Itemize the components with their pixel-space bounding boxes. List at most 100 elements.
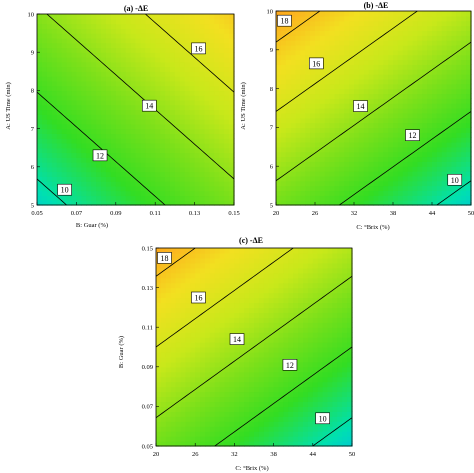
heatmap-cell [160,195,166,201]
heatmap-cell [368,195,375,201]
heatmap-cell [456,200,462,206]
heatmap-cell [244,401,250,407]
heatmap-cell [322,381,329,388]
heatmap-cell [184,190,191,197]
heatmap-cell [156,322,162,328]
heatmap-cell [249,411,255,417]
heatmap-cell [258,421,265,427]
heatmap-cell [436,161,443,167]
heatmap-cell [130,123,137,130]
heatmap-cell [66,52,73,58]
heatmap-cell [244,322,250,328]
heatmap-cell [150,190,156,197]
heatmap-cell [276,40,282,46]
heatmap-cell [432,20,438,27]
heatmap-cell [41,52,48,58]
heatmap-cell [441,20,448,27]
heatmap-cell [184,80,191,87]
heatmap-cell [165,42,171,49]
heatmap-cell [329,175,336,182]
heatmap-cell [317,376,324,383]
heatmap-cell [239,376,245,383]
heatmap-cell [214,28,220,34]
heatmap-cell [327,421,333,427]
heatmap-cell [209,371,216,378]
heatmap-cell [388,112,394,119]
heatmap-cell [337,421,343,427]
heatmap-cell [179,166,186,173]
heatmap-cell [76,33,82,39]
heatmap-cell [184,147,191,154]
heatmap-cell [214,85,220,92]
heatmap-cell [229,401,235,407]
heatmap-cell [315,185,321,192]
heatmap-cell [432,11,438,17]
heatmap-cell [427,137,433,143]
contour-label: 16 [191,42,206,55]
heatmap-cell [339,185,345,192]
heatmap-cell [219,332,226,338]
heatmap-cell [402,64,409,70]
heatmap-cell [293,292,299,299]
heatmap-cell [332,386,338,393]
heatmap-cell [436,190,443,196]
heatmap-cell [239,361,245,368]
heatmap-cell [234,287,240,294]
heatmap-cell [249,287,255,294]
contour-line-18 [276,11,321,43]
contour-label-text: 10 [61,186,69,195]
heatmap-cell [368,20,375,27]
heatmap-cell [349,117,355,124]
heatmap-cell [273,411,280,417]
heatmap-cell [339,103,345,109]
heatmap-cell [388,20,394,27]
heatmap-cell [125,99,132,106]
heatmap-cell [263,287,270,294]
heatmap-cell [156,302,162,308]
heatmap-cell [200,441,206,447]
heatmap-cell [204,171,210,177]
heatmap-cell [219,157,225,163]
heatmap-cell [150,47,156,53]
heatmap-cell [175,431,182,437]
heatmap-cell [110,56,117,63]
heatmap-cell [349,171,355,177]
heatmap-cell [214,104,220,111]
heatmap-cell [254,371,260,378]
heatmap-cell [319,44,326,51]
heatmap-cell [422,103,428,109]
heatmap-cell [298,282,304,289]
heatmap-cell [283,431,289,437]
heatmap-cell [37,76,43,82]
heatmap-cell [417,49,423,56]
heatmap-cell [86,95,92,101]
heatmap-cell [140,185,146,192]
heatmap-cell [303,381,309,388]
heatmap-cell [417,127,423,133]
heatmap-cell [169,80,176,87]
heatmap-cell [174,90,181,96]
heatmap-cell [466,64,472,70]
heatmap-cell [461,69,467,75]
heatmap-cell [393,190,399,196]
y-tick-label: 7 [270,125,274,132]
heatmap-cell [165,416,172,422]
heatmap-cell [71,123,77,130]
heatmap-cell [160,176,166,182]
heatmap-cell [288,386,294,393]
heatmap-cell [339,117,345,124]
heatmap-cell [200,386,206,393]
heatmap-cell [46,142,53,149]
heatmap-cell [422,11,428,17]
heatmap-cell [184,52,191,58]
heatmap-cell [81,152,87,158]
heatmap-cell [115,142,122,149]
heatmap-cell [41,123,48,130]
heatmap-cell [76,52,82,58]
heatmap-cell [91,190,97,197]
heatmap-cell [285,190,292,196]
heatmap-cell [412,35,418,41]
heatmap-cell [160,248,167,254]
heatmap-cell [268,267,275,274]
heatmap-cell [268,248,275,254]
